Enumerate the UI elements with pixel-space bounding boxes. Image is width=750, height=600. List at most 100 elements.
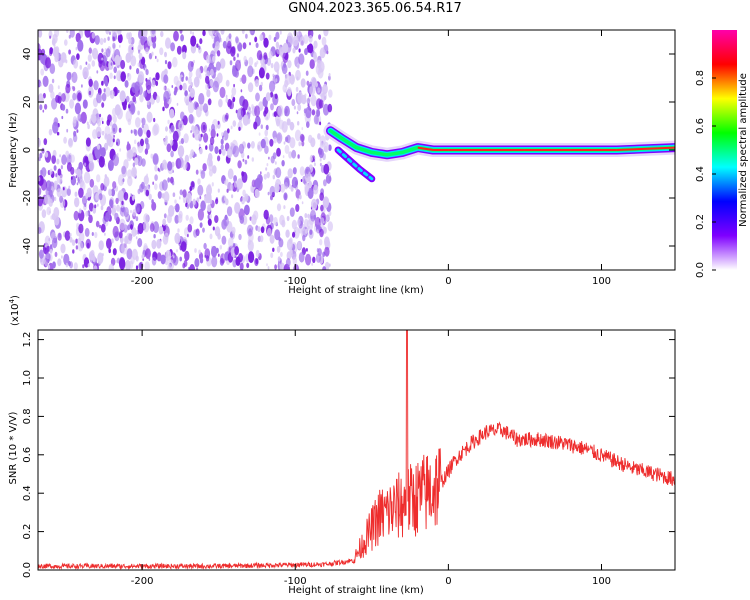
noise-speckle bbox=[228, 33, 232, 39]
noise-speckle bbox=[263, 52, 268, 60]
noise-speckle bbox=[209, 213, 213, 219]
x-tick-label: 100 bbox=[592, 276, 611, 287]
noise-speckle bbox=[92, 129, 98, 140]
noise-speckle bbox=[41, 209, 47, 219]
noise-speckle bbox=[212, 226, 215, 231]
noise-speckle bbox=[291, 98, 296, 107]
noise-speckle bbox=[75, 46, 78, 51]
noise-speckle bbox=[145, 69, 149, 76]
noise-speckle bbox=[155, 55, 157, 60]
noise-speckle bbox=[197, 178, 201, 185]
noise-speckle bbox=[49, 168, 53, 175]
noise-speckle bbox=[64, 39, 68, 46]
noise-speckle bbox=[310, 156, 313, 161]
noise-speckle bbox=[162, 218, 167, 226]
noise-speckle bbox=[155, 72, 160, 81]
noise-speckle bbox=[179, 84, 183, 91]
noise-speckle bbox=[214, 215, 219, 224]
noise-speckle bbox=[79, 65, 82, 70]
noise-speckle bbox=[173, 89, 177, 96]
noise-speckle bbox=[73, 59, 79, 69]
noise-speckle bbox=[307, 176, 311, 182]
noise-speckle bbox=[227, 40, 232, 49]
noise-speckle bbox=[319, 142, 324, 149]
noise-speckle bbox=[154, 174, 158, 182]
noise-speckle bbox=[259, 34, 264, 41]
noise-speckle bbox=[233, 175, 238, 183]
noise-speckle bbox=[167, 263, 172, 270]
noise-speckle bbox=[171, 85, 174, 88]
noise-speckle bbox=[151, 239, 157, 250]
noise-speckle bbox=[61, 255, 63, 259]
noise-speckle bbox=[187, 60, 194, 72]
noise-speckle bbox=[296, 31, 300, 36]
noise-speckle bbox=[88, 202, 94, 212]
noise-speckle bbox=[313, 40, 318, 49]
noise-speckle bbox=[276, 203, 282, 212]
noise-speckle bbox=[272, 247, 275, 252]
noise-speckle bbox=[87, 124, 90, 130]
noise-speckle bbox=[284, 144, 290, 154]
noise-speckle bbox=[254, 188, 260, 198]
noise-speckle bbox=[69, 99, 75, 109]
noise-speckle bbox=[93, 80, 99, 91]
noise-speckle bbox=[190, 130, 192, 134]
noise-speckle bbox=[77, 241, 84, 252]
noise-speckle bbox=[299, 194, 302, 200]
noise-speckle bbox=[179, 256, 182, 262]
noise-speckle bbox=[70, 176, 73, 180]
noise-speckle bbox=[145, 189, 150, 197]
noise-speckle bbox=[69, 236, 73, 243]
noise-speckle bbox=[321, 36, 327, 46]
noise-speckle bbox=[328, 75, 331, 81]
noise-speckle bbox=[74, 191, 78, 197]
chart-title: GN04.2023.365.06.54.R17 bbox=[288, 1, 462, 16]
noise-speckle bbox=[269, 185, 276, 197]
noise-speckle bbox=[152, 181, 155, 185]
noise-speckle bbox=[163, 213, 167, 219]
noise-speckle bbox=[51, 78, 55, 84]
noise-speckle bbox=[210, 128, 216, 139]
noise-speckle bbox=[297, 219, 301, 226]
noise-speckle bbox=[117, 33, 123, 44]
noise-speckle bbox=[212, 165, 217, 174]
noise-speckle bbox=[272, 174, 275, 180]
noise-speckle bbox=[305, 168, 309, 175]
noise-speckle bbox=[313, 214, 317, 220]
noise-speckle bbox=[289, 137, 296, 149]
noise-speckle bbox=[151, 79, 156, 88]
colorbar-tick-label: 0.6 bbox=[695, 118, 706, 134]
noise-speckle bbox=[288, 151, 293, 159]
noise-speckle bbox=[251, 214, 257, 225]
noise-speckle bbox=[254, 177, 261, 190]
x-tick-label: -100 bbox=[284, 276, 307, 287]
noise-speckle bbox=[233, 56, 236, 61]
noise-speckle bbox=[211, 245, 218, 258]
noise-speckle bbox=[192, 198, 196, 206]
noise-speckle bbox=[62, 187, 65, 191]
noise-speckle bbox=[101, 80, 104, 86]
noise-speckle bbox=[84, 30, 91, 38]
noise-speckle bbox=[199, 257, 204, 264]
noise-speckle bbox=[195, 169, 199, 175]
noise-speckle bbox=[53, 165, 57, 171]
noise-speckle bbox=[304, 213, 308, 219]
noise-speckle bbox=[328, 73, 331, 77]
noise-speckle bbox=[76, 168, 82, 178]
noise-speckle bbox=[121, 165, 126, 175]
noise-speckle bbox=[237, 42, 243, 52]
noise-speckle bbox=[48, 83, 54, 94]
noise-speckle bbox=[195, 68, 202, 79]
noise-speckle bbox=[307, 187, 314, 199]
noise-speckle bbox=[109, 72, 113, 79]
noise-speckle bbox=[231, 87, 237, 96]
noise-speckle bbox=[240, 196, 246, 205]
noise-speckle bbox=[177, 145, 185, 158]
noise-speckle bbox=[274, 229, 281, 241]
noise-speckle bbox=[112, 107, 117, 117]
noise-speckle bbox=[229, 184, 234, 191]
noise-speckle bbox=[193, 101, 199, 110]
noise-speckle bbox=[145, 142, 150, 150]
noise-speckle bbox=[316, 229, 319, 234]
noise-speckle bbox=[325, 173, 332, 184]
